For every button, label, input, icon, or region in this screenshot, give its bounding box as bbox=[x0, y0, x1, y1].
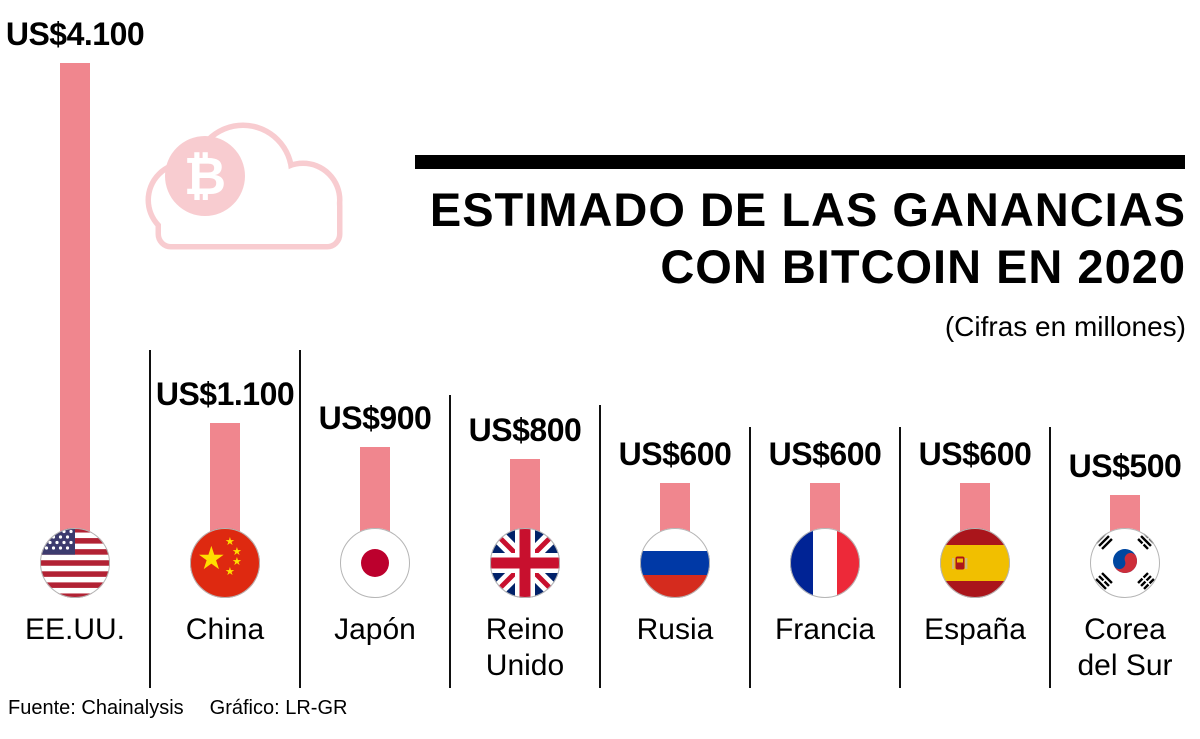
page-subtitle: (Cifras en millones) bbox=[944, 311, 1186, 342]
column-divider bbox=[149, 350, 151, 688]
column-divider bbox=[299, 350, 301, 688]
svg-text:★: ★ bbox=[225, 565, 235, 578]
footer: Fuente: Chainalysis Gráfico: LR-GR bbox=[8, 697, 347, 720]
value-label: US$1.100 bbox=[155, 376, 295, 412]
svg-text:★: ★ bbox=[232, 555, 242, 568]
chart-column-japan: US$900 Japón bbox=[300, 0, 450, 739]
svg-text:★: ★ bbox=[197, 539, 226, 577]
column-divider bbox=[449, 395, 451, 688]
flag-usa-icon bbox=[39, 527, 111, 599]
title-rule bbox=[415, 155, 1185, 169]
column-divider bbox=[749, 427, 751, 688]
column-divider bbox=[1049, 427, 1051, 688]
chart-column-china: US$1.100 ★ ★ ★ ★ ★ China bbox=[150, 0, 300, 739]
flag-japan-icon bbox=[339, 527, 411, 599]
chart-column-russia: US$600 Rusia bbox=[600, 0, 750, 739]
page-title-line2: CON BITCOIN EN 2020 bbox=[660, 240, 1186, 293]
flag-russia-icon bbox=[639, 527, 711, 599]
column-divider bbox=[899, 427, 901, 688]
page-title-line1: ESTIMADO DE LAS GANANCIAS bbox=[429, 183, 1186, 236]
country-label: Francia bbox=[774, 613, 876, 646]
flag-south-korea-icon bbox=[1089, 527, 1161, 599]
chart-column-spain: US$600 España bbox=[900, 0, 1050, 739]
column-divider bbox=[599, 405, 601, 688]
title-block: ESTIMADO DE LAS GANANCIAS CON BITCOIN EN… bbox=[430, 181, 1186, 343]
country-label: China bbox=[185, 613, 265, 646]
country-label: España bbox=[924, 613, 1026, 646]
graphic-credit: Gráfico: LR-GR bbox=[209, 697, 348, 719]
value-label: US$600 bbox=[768, 436, 882, 472]
source-credit: Fuente: Chainalysis bbox=[8, 697, 184, 719]
bar-usa bbox=[60, 63, 90, 555]
value-label: US$600 bbox=[618, 436, 732, 472]
value-label: US$500 bbox=[1068, 448, 1182, 484]
chart-column-france: US$600 Francia bbox=[750, 0, 900, 739]
chart-column-usa: US$4.100 bbox=[0, 0, 150, 739]
flag-china-icon: ★ ★ ★ ★ ★ bbox=[189, 527, 261, 599]
country-label: Rusia bbox=[636, 613, 714, 646]
chart-column-south-korea: US$500 bbox=[1050, 0, 1200, 739]
flag-spain-icon bbox=[939, 527, 1011, 599]
country-label: Reino Unido bbox=[485, 613, 565, 682]
bitcoin-symbol: ₿ bbox=[184, 147, 226, 207]
country-label: Corea del Sur bbox=[1077, 613, 1173, 682]
value-label: US$4.100 bbox=[5, 16, 145, 52]
svg-text:★: ★ bbox=[232, 545, 242, 558]
country-label: EE.UU. bbox=[24, 613, 126, 646]
flag-uk-icon bbox=[489, 527, 561, 599]
flag-france-icon bbox=[789, 527, 861, 599]
country-label: Japón bbox=[334, 613, 416, 646]
value-label: US$900 bbox=[318, 400, 432, 436]
svg-text:★: ★ bbox=[225, 535, 235, 548]
value-label: US$600 bbox=[918, 436, 1032, 472]
value-label: US$800 bbox=[468, 412, 582, 448]
bitcoin-cloud-icon: ₿ bbox=[125, 92, 373, 270]
chart-column-uk: US$800 Reino Unido bbox=[450, 0, 600, 739]
